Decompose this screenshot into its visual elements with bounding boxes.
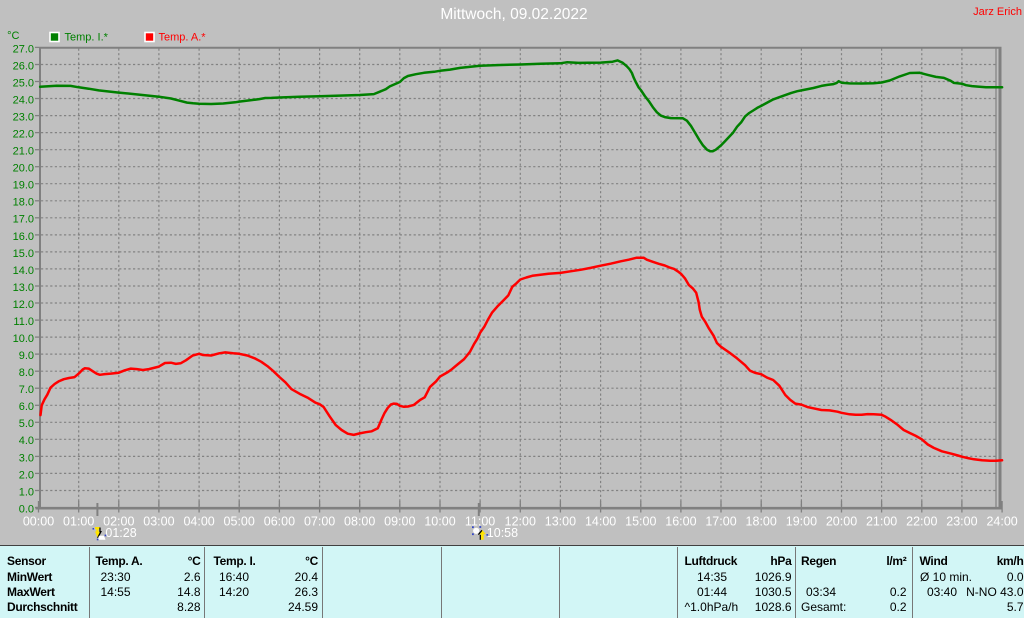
svg-text:26.0: 26.0 [13,60,34,72]
svg-text:19:00: 19:00 [786,515,817,529]
svg-text:9.0: 9.0 [19,350,34,362]
svg-text:18:00: 18:00 [746,515,777,529]
svg-text:10:00: 10:00 [424,515,455,529]
svg-text:22.0: 22.0 [13,129,34,141]
svg-text:06:00: 06:00 [264,515,295,529]
svg-text:8.0: 8.0 [19,367,34,379]
svg-text:14:00: 14:00 [585,515,616,529]
svg-text:27.0: 27.0 [13,43,34,55]
svg-text:25.0: 25.0 [13,77,34,89]
svg-text:16:00: 16:00 [665,515,696,529]
svg-text:03:00: 03:00 [143,515,174,529]
svg-text:18.0: 18.0 [13,197,34,209]
svg-text:08:00: 08:00 [344,515,375,529]
svg-text:°C: °C [7,30,19,42]
svg-text:00:00: 00:00 [23,515,54,529]
svg-text:7.0: 7.0 [19,384,34,396]
svg-text:17:00: 17:00 [705,515,736,529]
svg-text:02:00: 02:00 [103,515,134,529]
svg-text:05:00: 05:00 [224,515,255,529]
svg-text:20.0: 20.0 [13,163,34,175]
svg-text:Temp. A.*: Temp. A.* [159,32,207,44]
svg-text:2.0: 2.0 [19,469,34,481]
svg-text:22:00: 22:00 [906,515,937,529]
svg-text:1.0: 1.0 [19,486,34,498]
svg-text:04:00: 04:00 [183,515,214,529]
svg-text:17.0: 17.0 [13,214,34,226]
svg-text:21:00: 21:00 [866,515,897,529]
svg-text:12:00: 12:00 [505,515,536,529]
svg-text:6.0: 6.0 [19,401,34,413]
svg-text:12.0: 12.0 [13,299,34,311]
svg-text:4.0: 4.0 [19,435,34,447]
svg-text:14.0: 14.0 [13,265,34,277]
svg-text:11:00: 11:00 [465,515,495,529]
svg-text:10:58: 10:58 [487,526,518,540]
svg-text:11.0: 11.0 [13,316,34,328]
svg-text:0.0: 0.0 [19,503,34,515]
svg-text:Temp. I.*: Temp. I.* [65,32,109,44]
svg-text:21.0: 21.0 [13,146,34,158]
svg-text:09:00: 09:00 [384,515,415,529]
svg-text:15:00: 15:00 [625,515,656,529]
svg-text:15.0: 15.0 [13,248,34,260]
svg-text:19.0: 19.0 [13,180,34,192]
svg-text:24.0: 24.0 [13,94,34,106]
svg-text:20:00: 20:00 [826,515,857,529]
svg-text:07:00: 07:00 [304,515,335,529]
svg-text:13:00: 13:00 [545,515,576,529]
svg-text:24:00: 24:00 [986,515,1017,529]
svg-text:01:00: 01:00 [63,515,94,529]
svg-text:16.0: 16.0 [13,231,34,243]
svg-text:10.0: 10.0 [13,333,34,345]
svg-text:23.0: 23.0 [13,112,34,124]
svg-text:5.0: 5.0 [19,418,34,430]
svg-text:3.0: 3.0 [19,452,34,464]
svg-text:23:00: 23:00 [946,515,977,529]
svg-text:01:28: 01:28 [105,526,136,540]
svg-text:13.0: 13.0 [13,282,34,294]
